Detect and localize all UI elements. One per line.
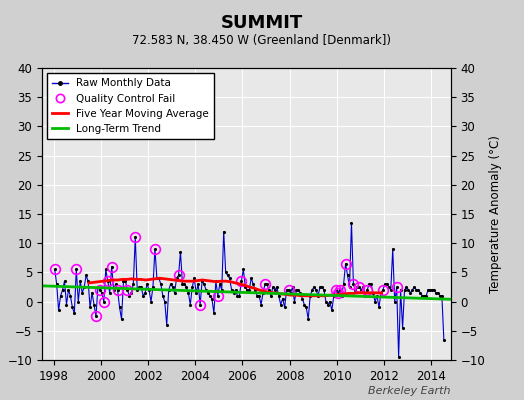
Text: Berkeley Earth: Berkeley Earth [368, 386, 451, 396]
Legend: Raw Monthly Data, Quality Control Fail, Five Year Moving Average, Long-Term Tren: Raw Monthly Data, Quality Control Fail, … [47, 73, 214, 139]
Text: SUMMIT: SUMMIT [221, 14, 303, 32]
Y-axis label: Temperature Anomaly (°C): Temperature Anomaly (°C) [489, 135, 503, 293]
Text: 72.583 N, 38.450 W (Greenland [Denmark]): 72.583 N, 38.450 W (Greenland [Denmark]) [133, 34, 391, 47]
